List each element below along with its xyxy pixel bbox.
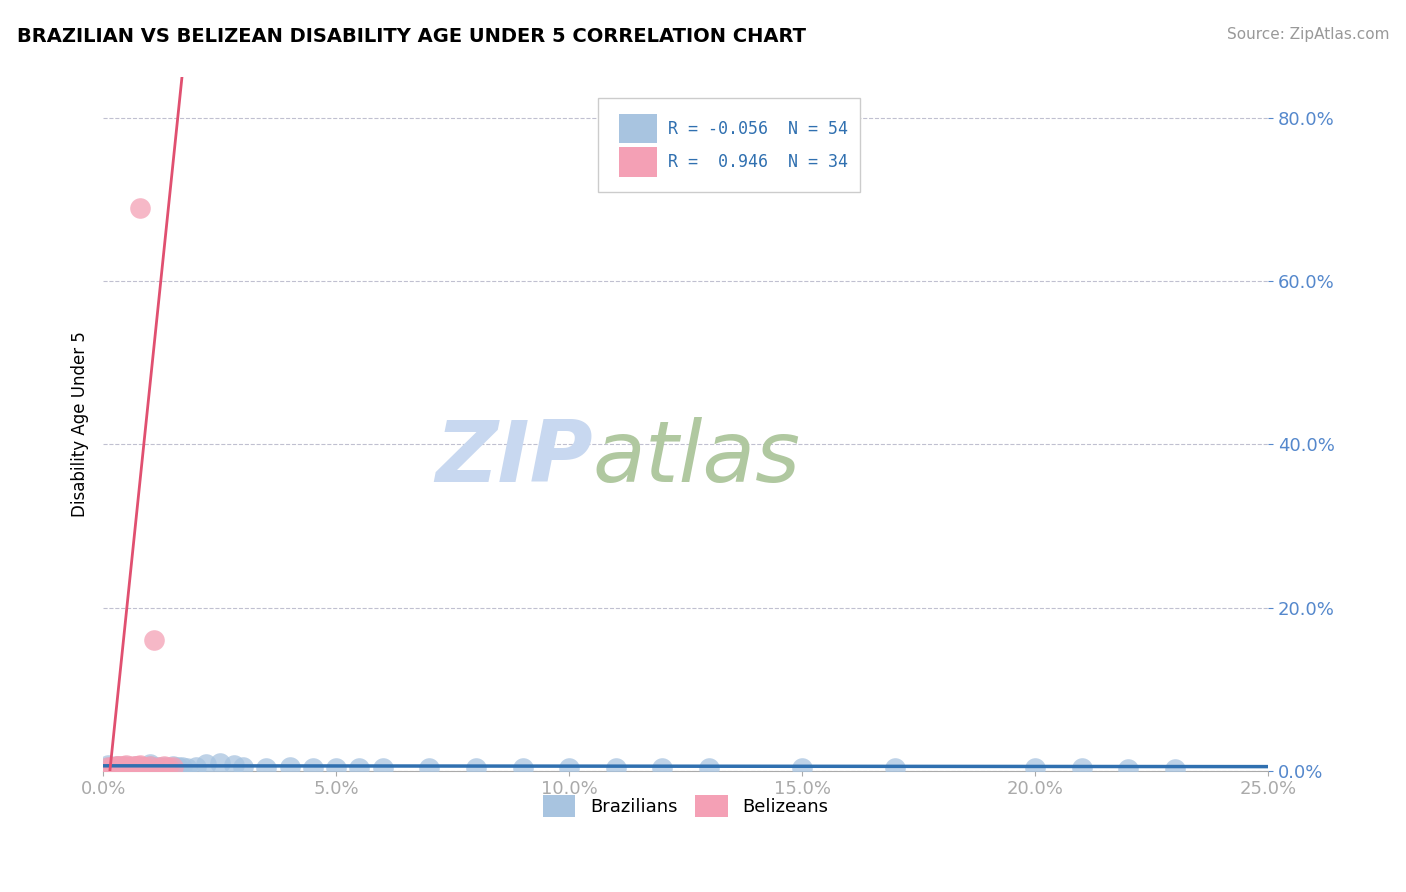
Point [115, 760, 138, 774]
Point [162, 759, 184, 773]
Point [97, 758, 120, 772]
Point [465, 761, 488, 775]
Point [884, 761, 907, 775]
Point [105, 759, 128, 773]
Point [148, 759, 170, 773]
Point [194, 757, 217, 772]
Point [105, 759, 128, 773]
Point [120, 759, 142, 773]
Point [349, 761, 371, 775]
Point [105, 759, 128, 773]
Point [115, 761, 138, 775]
Point [134, 759, 156, 773]
Text: R = -0.056  N = 54: R = -0.056 N = 54 [668, 120, 848, 137]
Point [222, 758, 245, 772]
Point [120, 761, 142, 775]
Point [129, 201, 152, 215]
Point [111, 759, 134, 773]
Point [166, 759, 188, 773]
Point [101, 759, 124, 773]
Point [232, 760, 254, 774]
Point [115, 760, 138, 774]
Point [301, 761, 323, 775]
Point [129, 758, 152, 772]
Point [111, 759, 134, 773]
Point [97, 759, 120, 773]
Point [125, 759, 148, 773]
Point [418, 761, 440, 775]
Point [152, 760, 174, 774]
Point [325, 761, 347, 775]
Point [1118, 762, 1140, 776]
Point [105, 759, 128, 773]
Point [111, 759, 134, 773]
Point [125, 759, 148, 773]
Point [1024, 761, 1046, 775]
Point [558, 761, 581, 775]
Text: BRAZILIAN VS BELIZEAN DISABILITY AGE UNDER 5 CORRELATION CHART: BRAZILIAN VS BELIZEAN DISABILITY AGE UND… [17, 27, 806, 45]
Text: ZIP: ZIP [434, 417, 592, 500]
Point [115, 758, 138, 772]
Point [105, 759, 128, 773]
Point [176, 761, 198, 775]
Point [111, 761, 134, 775]
Point [120, 759, 142, 773]
FancyBboxPatch shape [619, 147, 657, 177]
Point [148, 759, 170, 773]
FancyBboxPatch shape [599, 98, 860, 192]
Point [172, 760, 194, 774]
Point [115, 759, 138, 773]
Point [120, 759, 142, 773]
Point [101, 760, 124, 774]
Point [278, 760, 301, 774]
Text: Source: ZipAtlas.com: Source: ZipAtlas.com [1226, 27, 1389, 42]
Point [152, 759, 174, 773]
Point [162, 759, 184, 773]
Point [157, 761, 180, 775]
Point [97, 759, 120, 773]
Point [129, 760, 152, 774]
Point [254, 761, 277, 775]
Point [138, 757, 160, 772]
Point [605, 761, 627, 775]
Point [512, 761, 534, 775]
Y-axis label: Disability Age Under 5: Disability Age Under 5 [72, 331, 89, 517]
Legend: Brazilians, Belizeans: Brazilians, Belizeans [536, 788, 835, 824]
Point [1070, 761, 1092, 775]
Point [138, 759, 160, 773]
Point [111, 759, 134, 773]
Point [371, 761, 394, 775]
Point [105, 759, 128, 773]
Point [134, 761, 156, 775]
Point [111, 759, 134, 773]
Point [186, 759, 208, 773]
Point [125, 759, 148, 773]
Point [105, 760, 128, 774]
Point [651, 761, 673, 775]
Point [105, 760, 128, 774]
Point [125, 759, 148, 773]
Point [157, 759, 180, 773]
Point [1164, 762, 1187, 776]
Point [111, 759, 134, 773]
Point [129, 759, 152, 773]
Text: atlas: atlas [592, 417, 800, 500]
Point [143, 760, 166, 774]
Point [101, 761, 124, 775]
Point [697, 761, 720, 775]
Point [138, 759, 160, 773]
Point [115, 759, 138, 773]
Point [792, 761, 814, 775]
Point [129, 759, 152, 773]
Point [120, 759, 142, 773]
Point [125, 760, 148, 774]
FancyBboxPatch shape [619, 114, 657, 144]
Point [208, 756, 231, 770]
Point [115, 759, 138, 773]
Text: R =  0.946  N = 34: R = 0.946 N = 34 [668, 153, 848, 171]
Point [125, 760, 148, 774]
Point [120, 759, 142, 773]
Point [101, 759, 124, 773]
Point [143, 633, 166, 648]
